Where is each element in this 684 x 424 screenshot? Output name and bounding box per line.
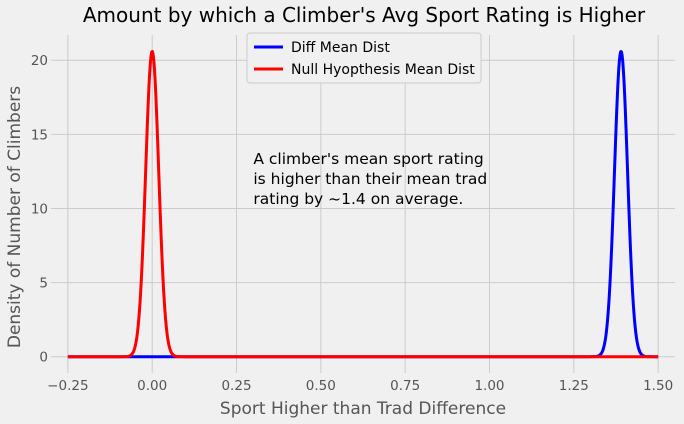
annotation-line: A climber's mean sport rating [253, 150, 483, 168]
x-tick-label: 0.50 [306, 378, 336, 394]
x-tick-label: 0.00 [137, 378, 167, 394]
annotation-line: is higher than their mean trad [253, 170, 487, 188]
chart-title: Amount by which a Climber's Avg Sport Ra… [83, 3, 646, 27]
x-axis-label: Sport Higher than Trad Difference [220, 399, 506, 419]
y-tick-label: 10 [31, 201, 48, 217]
x-tick-label: 1.50 [643, 378, 673, 394]
x-gridlines [67, 35, 659, 373]
x-tick-label: 0.75 [390, 378, 420, 394]
y-tick-label: 5 [39, 276, 48, 292]
y-tick-label: 20 [31, 53, 48, 69]
y-axis-label: Density of Number of Climbers [5, 86, 25, 348]
x-tick-labels: −0.25 0.00 0.25 0.50 0.75 1.00 1.25 1.50 [47, 378, 673, 394]
legend-entry: Null Hyopthesis Mean Dist [291, 62, 475, 78]
y-tick-label: 0 [39, 350, 48, 366]
legend: Diff Mean Dist Null Hyopthesis Mean Dist [246, 32, 482, 84]
legend-box [246, 32, 482, 84]
x-tick-label: 0.25 [221, 378, 251, 394]
series-lines [67, 50, 659, 359]
series-line-null-hyopthesis-mean-dist [67, 50, 659, 359]
x-tick-label: −0.25 [47, 378, 88, 394]
y-tick-labels: 0 5 10 15 20 [31, 53, 48, 365]
legend-entry: Diff Mean Dist [291, 40, 390, 56]
annotation-line: rating by ~1.4 on average. [253, 190, 463, 208]
annotation: A climber's mean sport rating is higher t… [253, 150, 487, 208]
y-tick-label: 15 [31, 127, 48, 143]
x-tick-label: 1.25 [559, 378, 589, 394]
x-tick-label: 1.00 [474, 378, 504, 394]
